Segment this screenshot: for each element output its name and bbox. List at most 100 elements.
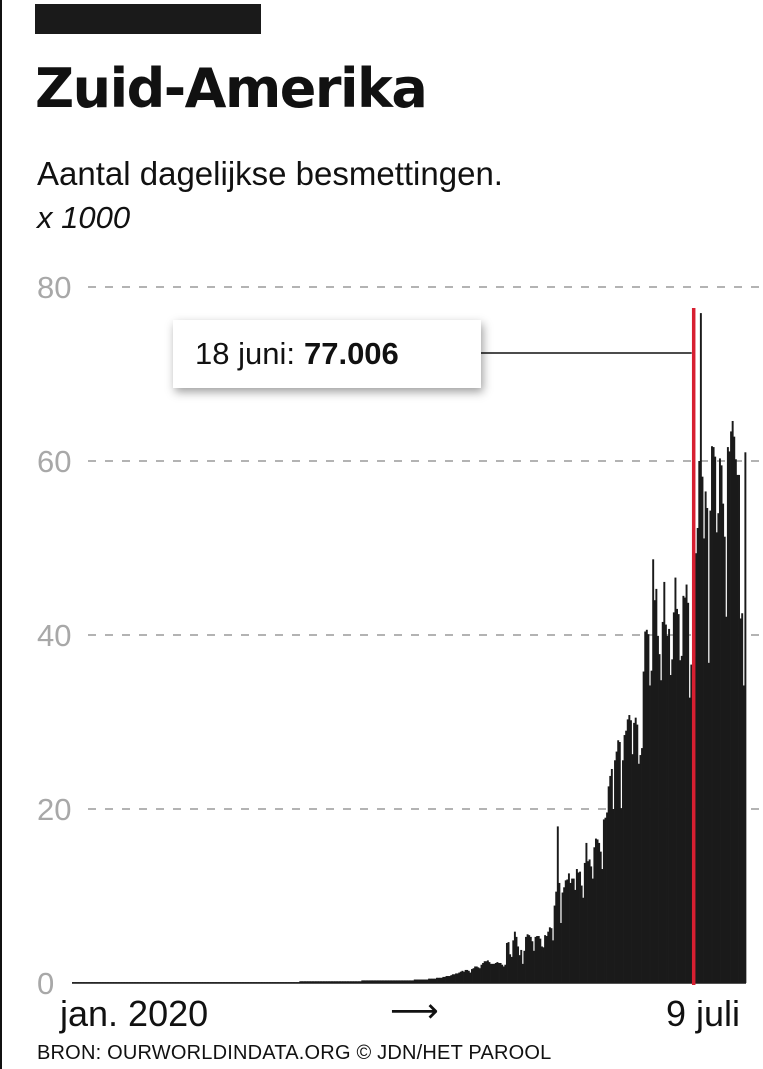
bar-day-365: [650, 670, 653, 983]
bar-day-312: [566, 879, 569, 983]
bar-day-389: [688, 697, 691, 983]
bar-day-303: [552, 940, 555, 983]
bar-day-405: [714, 456, 717, 983]
bar-day-316: [572, 878, 575, 983]
header-accent-bar: [35, 4, 261, 34]
bar-day-378: [671, 659, 674, 983]
bar-day-402: [709, 510, 712, 983]
bar-day-214: [410, 980, 413, 983]
bar-day-211: [405, 980, 408, 983]
bar-day-401: [707, 662, 710, 983]
bar-day-268: [496, 962, 499, 983]
bar-day-176: [350, 981, 353, 983]
bar-day-289: [529, 936, 532, 983]
bar-day-229: [434, 978, 437, 983]
bar-day-354: [633, 722, 636, 983]
bar-day-369: [656, 635, 659, 983]
bar-day-234: [442, 976, 445, 983]
bar-day-322: [582, 897, 585, 983]
bar-day-297: [542, 947, 545, 983]
bar-day-166: [334, 981, 337, 983]
bar-day-283: [520, 949, 523, 983]
bar-day-243: [456, 973, 459, 983]
bar-day-277: [510, 956, 513, 983]
bar-day-253: [472, 968, 475, 983]
bar-day-359: [641, 748, 644, 983]
bar-day-404: [712, 447, 715, 984]
bar-day-197: [383, 980, 386, 983]
bar-day-221: [421, 979, 424, 983]
bar-day-238: [448, 976, 451, 983]
bar-day-415: [730, 431, 733, 983]
bar-day-419: [736, 474, 739, 983]
bar-day-255: [475, 966, 478, 983]
bar-day-184: [362, 980, 365, 983]
bar-day-206: [397, 980, 400, 983]
bar-day-406: [715, 532, 718, 983]
bar-day-271: [501, 964, 504, 983]
bar-day-387: [685, 584, 688, 983]
bar-day-334: [601, 869, 604, 983]
bar-day-309: [561, 892, 564, 983]
y-tick-label-80: 80: [37, 270, 71, 305]
bar-day-169: [339, 981, 341, 983]
bar-day-400: [706, 507, 709, 983]
bar-day-418: [734, 459, 737, 983]
bars: [72, 313, 747, 984]
bar-day-258: [480, 964, 483, 983]
bar-day-173: [345, 981, 348, 983]
bar-day-333: [599, 851, 602, 983]
bar-day-160: [324, 981, 327, 983]
bar-day-154: [315, 981, 318, 983]
bar-day-343: [615, 751, 618, 983]
bar-day-349: [625, 730, 628, 983]
bar-day-219: [418, 979, 421, 983]
bar-day-317: [574, 889, 577, 983]
bar-day-205: [396, 980, 399, 983]
bar-day-338: [607, 786, 610, 983]
bar-day-296: [540, 946, 543, 983]
left-border-rule: [0, 0, 2, 1069]
bar-day-295: [539, 938, 542, 983]
bar-day-171: [342, 981, 345, 983]
bar-day-175: [348, 981, 351, 983]
y-tick-label-40: 40: [37, 618, 71, 653]
bar-day-413: [726, 447, 729, 984]
bar-day-159: [323, 981, 326, 983]
bar-day-294: [537, 936, 540, 983]
bar-day-242: [455, 973, 458, 983]
bar-day-246: [461, 970, 464, 983]
bar-day-395: [698, 461, 701, 983]
bar-day-411: [723, 536, 726, 983]
bar-day-285: [523, 950, 526, 983]
bar-day-319: [577, 872, 580, 983]
bar-day-247: [463, 971, 465, 983]
bar-day-260: [483, 961, 486, 983]
source-credit: BRON: OURWORLDINDATA.ORG © JDN/HET PAROO…: [37, 1042, 552, 1064]
bar-day-198: [385, 980, 388, 983]
bar-day-315: [571, 878, 574, 983]
bar-day-261: [485, 961, 488, 983]
bar-day-382: [677, 614, 680, 983]
bar-day-373: [663, 581, 666, 983]
bar-day-363: [647, 634, 650, 983]
bar-day-304: [553, 905, 556, 983]
bar-day-266: [493, 963, 496, 983]
bar-day-222: [423, 979, 426, 983]
bar-day-420: [738, 474, 740, 983]
bar-day-422: [741, 613, 744, 983]
bar-day-330: [594, 838, 597, 983]
bar-day-203: [393, 980, 396, 983]
bar-day-259: [482, 962, 485, 983]
bar-day-287: [526, 934, 529, 983]
bar-day-301: [548, 927, 551, 983]
bar-day-273: [504, 964, 507, 983]
bar-day-302: [550, 928, 553, 983]
bar-day-264: [490, 963, 493, 983]
bar-day-186: [366, 980, 369, 983]
bar-day-183: [361, 980, 364, 983]
bar-day-424: [744, 452, 747, 983]
bar-day-267: [494, 962, 497, 983]
bar-day-394: [696, 527, 699, 983]
bar-day-223: [424, 979, 427, 983]
